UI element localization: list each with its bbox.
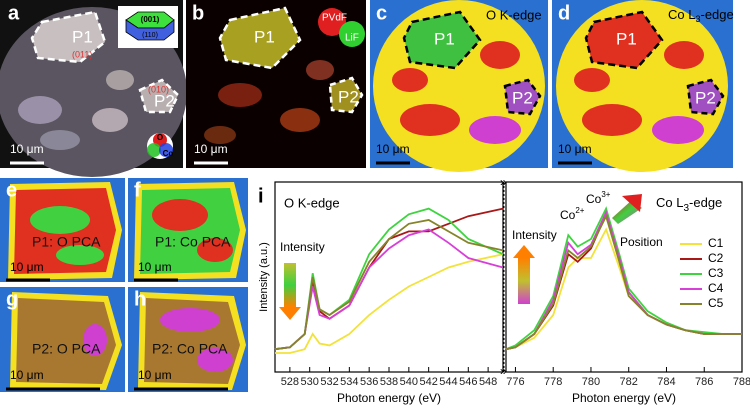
region-label: P1	[434, 29, 455, 48]
x-tick-label: 786	[695, 376, 713, 388]
x-tick-label: 534	[340, 376, 358, 388]
panel-a: a P1 (011) P2 (010) (001) (110) O Co 10 …	[0, 0, 187, 177]
edge-label: O K-edge	[486, 7, 542, 22]
x-axis-label: Photon energy (eV)	[572, 391, 676, 405]
facet-label: (001)	[141, 15, 160, 24]
legend-label: PVdF	[322, 13, 347, 24]
legend-label: C5	[708, 296, 724, 310]
panel-letter: c	[376, 2, 387, 24]
legend-label: LiF	[345, 33, 359, 44]
x-tick-label: 536	[360, 376, 378, 388]
panel-letter: a	[8, 2, 20, 24]
edge-label: Co L3-edge	[668, 7, 734, 24]
wheel-label: O	[157, 133, 163, 142]
edge-label-part: 3	[683, 203, 689, 214]
x-tick-label: 780	[582, 376, 600, 388]
region-label: P1	[254, 27, 275, 46]
map-label: P1: O PCA	[32, 234, 101, 250]
edge-label: O K-edge	[284, 195, 340, 210]
x-tick-label: 540	[400, 376, 418, 388]
region-label: P1	[616, 29, 637, 48]
x-tick-label: 542	[419, 376, 437, 388]
x-tick-label: 530	[301, 376, 319, 388]
facet-label: (010)	[148, 84, 169, 94]
legend-label: C3	[708, 266, 724, 280]
edge-text: Co L	[668, 7, 695, 22]
facet-label: (110)	[142, 32, 158, 39]
panel-f: f P1: Co PCA 10 μm	[128, 178, 248, 282]
x-tick-label: 528	[281, 376, 299, 388]
panel-letter: f	[134, 179, 141, 201]
scale-label: 10 μm	[10, 368, 44, 382]
series-line	[275, 253, 504, 354]
region-label: P2	[695, 88, 716, 107]
scale-label: 10 μm	[138, 368, 172, 382]
panel-letter: e	[6, 179, 17, 201]
x-tick-label: 532	[320, 376, 338, 388]
x-tick-label: 782	[620, 376, 638, 388]
edge-label-part: -edge	[689, 195, 722, 210]
legend-label: C2	[708, 251, 724, 265]
map-label: P2: O PCA	[32, 341, 101, 357]
panel-letter: h	[134, 288, 146, 310]
panel-letter: b	[192, 2, 204, 24]
x-tick-label: 784	[657, 376, 675, 388]
map-label: P2: Co PCA	[152, 341, 228, 357]
region-label: P2	[338, 87, 359, 106]
scale-label: 10 μm	[194, 142, 228, 156]
wheel-label: Co	[163, 149, 174, 158]
axis-break: »	[500, 364, 507, 378]
region-label: P2	[512, 88, 533, 107]
arrow-label: Position	[620, 235, 663, 249]
series-line	[505, 206, 742, 351]
x-tick-label: 788	[733, 376, 750, 388]
series-line	[274, 207, 504, 351]
scale-label: 10 μm	[10, 260, 44, 274]
panel-b: b P1 P2 PVdF LiF 10 μm	[186, 0, 366, 168]
x-tick-label: 776	[506, 376, 524, 388]
series-line	[505, 213, 742, 351]
arrow-label: Intensity	[512, 228, 557, 242]
scale-label: 10 μm	[10, 142, 44, 156]
x-tick-label: 538	[380, 376, 398, 388]
region-label: P1	[72, 27, 93, 46]
panel-h: h P2: Co PCA 10 μm	[128, 287, 248, 392]
arrow-label: Intensity	[280, 240, 325, 254]
peak-label-part: 3+	[601, 190, 610, 199]
panel-d: d P1 P2 Co L3-edge 10 μm	[552, 0, 734, 172]
peak-label: Co3+	[586, 190, 611, 206]
x-tick-label: 548	[479, 376, 497, 388]
scale-label: 10 μm	[138, 260, 172, 274]
x-tick-label: 778	[544, 376, 562, 388]
series-line	[274, 219, 504, 351]
panel-letter: g	[6, 288, 18, 310]
peak-label-part: 2+	[575, 206, 584, 215]
scale-label: 10 μm	[376, 142, 410, 156]
legend-label: C4	[708, 281, 724, 295]
facet-label: (011)	[72, 49, 92, 59]
axis-break: »	[500, 175, 507, 189]
peak-label-part: Co	[560, 208, 576, 222]
map-label: P1: Co PCA	[155, 234, 231, 250]
edge-label-part: Co L	[656, 195, 683, 210]
panel-e: e P1: O PCA 10 μm	[0, 178, 125, 282]
legend-label: C1	[708, 236, 724, 250]
panel-g: g P2: O PCA 10 μm	[0, 287, 125, 392]
x-axis-label: Photon energy (eV)	[337, 391, 441, 405]
region-label: P2	[154, 91, 175, 110]
panel-letter: d	[558, 2, 570, 24]
y-axis-label: Intensity (a.u.)	[258, 242, 270, 312]
panel-letter: i	[258, 185, 264, 207]
scale-label: 10 μm	[558, 142, 592, 156]
panel-c: c P1 P2 O K-edge 10 μm	[370, 0, 548, 172]
edge-label: Co L3-edge	[656, 195, 722, 213]
x-tick-label: 544	[439, 376, 457, 388]
edge-sub: 3	[695, 14, 700, 24]
edge-text: -edge	[700, 7, 733, 22]
peak-label-part: Co	[586, 192, 602, 206]
peak-label: Co2+	[560, 206, 585, 222]
x-tick-label: 546	[459, 376, 477, 388]
